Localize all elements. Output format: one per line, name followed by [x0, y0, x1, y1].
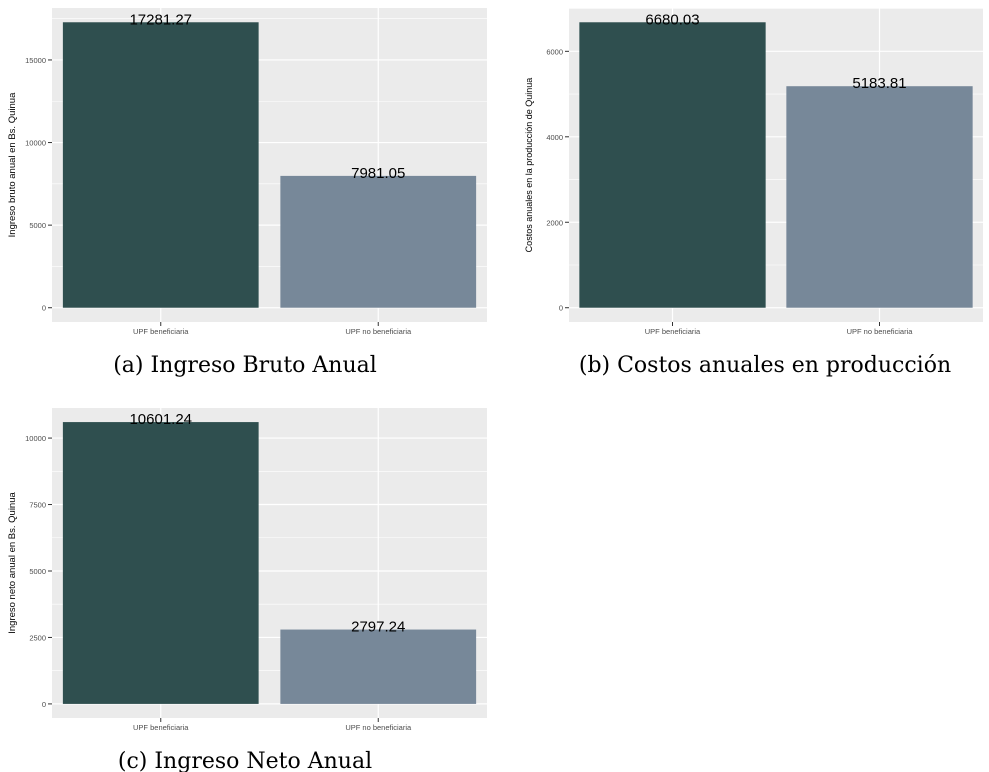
- bar-upf-no-beneficiaria: [280, 629, 477, 704]
- caption-a: (a) Ingreso Bruto Anual: [113, 353, 377, 378]
- x-tick-label: UPF no beneficiaria: [847, 327, 914, 336]
- bar-upf-beneficiaria: [62, 22, 259, 308]
- chart-panel-a: (a) Ingreso Bruto Anual 0 5000 10000 15000 1…: [7, 8, 487, 378]
- data-label: 2797.24: [351, 619, 405, 636]
- y-tick-label: 5000: [29, 221, 46, 230]
- y-axis-title: Ingreso neto anual en Bs. Quinua: [7, 492, 18, 634]
- y-tick-label: 15000: [25, 56, 46, 65]
- y-axis-title: Costos anuales en la producción de Quinu…: [524, 78, 534, 253]
- caption-b: (b) Costos anuales en producción: [579, 353, 951, 378]
- x-tick-label: UPF beneficiaria: [133, 327, 189, 336]
- y-tick-label: 10000: [25, 139, 46, 148]
- bar-upf-beneficiaria: [62, 422, 259, 704]
- x-tick-label: UPF no beneficiaria: [345, 723, 412, 732]
- chart-panel-b: (b) Costos anuales en producción 0 2000 40…: [524, 8, 983, 378]
- y-tick-label: 7500: [29, 501, 46, 510]
- bar-upf-beneficiaria: [579, 22, 766, 308]
- x-tick-label: UPF beneficiaria: [645, 327, 701, 336]
- caption-c: (c) Ingreso Neto Anual: [118, 749, 372, 772]
- y-tick-label: 10000: [25, 434, 46, 443]
- y-tick-label: 2500: [29, 633, 46, 642]
- chart-panel-c: (c) Ingreso Neto Anual 0 2500 5000 7500 1000…: [7, 408, 487, 772]
- data-label: 6680.03: [645, 11, 699, 28]
- y-axis-title: Ingreso bruto anual en Bs. Quinua: [7, 92, 18, 237]
- y-tick-label: 2000: [546, 218, 563, 227]
- data-label: 17281.27: [129, 11, 192, 28]
- y-tick-label: 0: [559, 304, 563, 313]
- y-tick-label: 6000: [546, 47, 563, 56]
- data-label: 5183.81: [852, 75, 906, 92]
- bar-upf-no-beneficiaria: [786, 86, 973, 308]
- x-tick-label: UPF beneficiaria: [133, 723, 189, 732]
- y-tick-label: 5000: [29, 567, 46, 576]
- data-label: 7981.05: [351, 165, 405, 182]
- y-tick-label: 0: [42, 304, 46, 313]
- bar-upf-no-beneficiaria: [280, 175, 477, 308]
- data-label: 10601.24: [129, 411, 192, 428]
- y-tick-label: 0: [42, 700, 46, 709]
- y-tick-label: 4000: [546, 133, 563, 142]
- x-tick-label: UPF no beneficiaria: [345, 327, 412, 336]
